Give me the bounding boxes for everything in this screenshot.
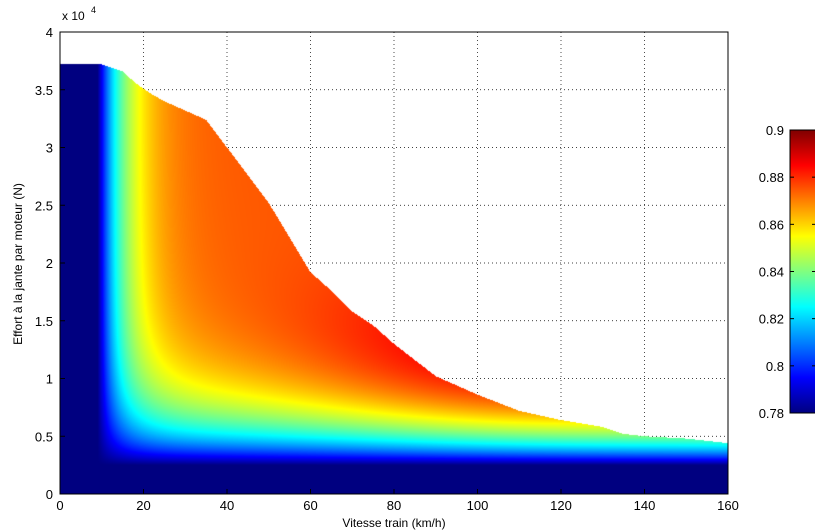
y-tick-label: 0 <box>46 487 53 502</box>
x-tick-label: 140 <box>634 498 656 513</box>
colorbar-tick-label: 0.78 <box>759 406 784 421</box>
colorbar-tick-label: 0.8 <box>766 359 784 374</box>
x-tick-label: 100 <box>467 498 489 513</box>
x-tick-label: 120 <box>550 498 572 513</box>
efficiency-heatmap <box>60 32 728 494</box>
x-tick-label: 80 <box>387 498 401 513</box>
colorbar-tick-label: 0.82 <box>759 312 784 327</box>
y-tick-label: 2 <box>46 256 53 271</box>
y-tick-label: 0.5 <box>35 429 53 444</box>
x-tick-label: 0 <box>56 498 63 513</box>
y-tick-label: 4 <box>46 25 53 40</box>
colorbar-tick-label: 0.88 <box>759 170 784 185</box>
y-exponent-base: x 10 <box>62 9 85 23</box>
colorbar-tick-label: 0.84 <box>759 265 784 280</box>
x-axis-label: Vitesse train (km/h) <box>342 516 445 530</box>
y-tick-label: 1 <box>46 372 53 387</box>
x-tick-label: 40 <box>220 498 234 513</box>
y-tick-label: 2.5 <box>35 198 53 213</box>
y-tick-label: 1.5 <box>35 314 53 329</box>
colorbar <box>789 129 815 414</box>
y-tick-label: 3.5 <box>35 83 53 98</box>
colorbar-tick-label: 0.9 <box>766 123 784 138</box>
y-tick-label: 3 <box>46 141 53 156</box>
x-tick-label: 60 <box>303 498 317 513</box>
x-axis: 0 20 40 60 80 100 120 140 160 <box>56 489 739 513</box>
colorbar-tick-label: 0.86 <box>759 217 784 232</box>
y-axis: 0 0.5 1 1.5 2 2.5 3 3.5 4 <box>35 25 65 502</box>
x-tick-label: 160 <box>717 498 739 513</box>
y-axis-label: Effort à la jante par moteur (N) <box>11 183 25 345</box>
y-exponent-power: 4 <box>91 5 96 15</box>
x-tick-label: 20 <box>136 498 150 513</box>
colorbar-axis: 0.78 0.8 0.82 0.84 0.86 0.88 0.9 <box>759 123 815 421</box>
